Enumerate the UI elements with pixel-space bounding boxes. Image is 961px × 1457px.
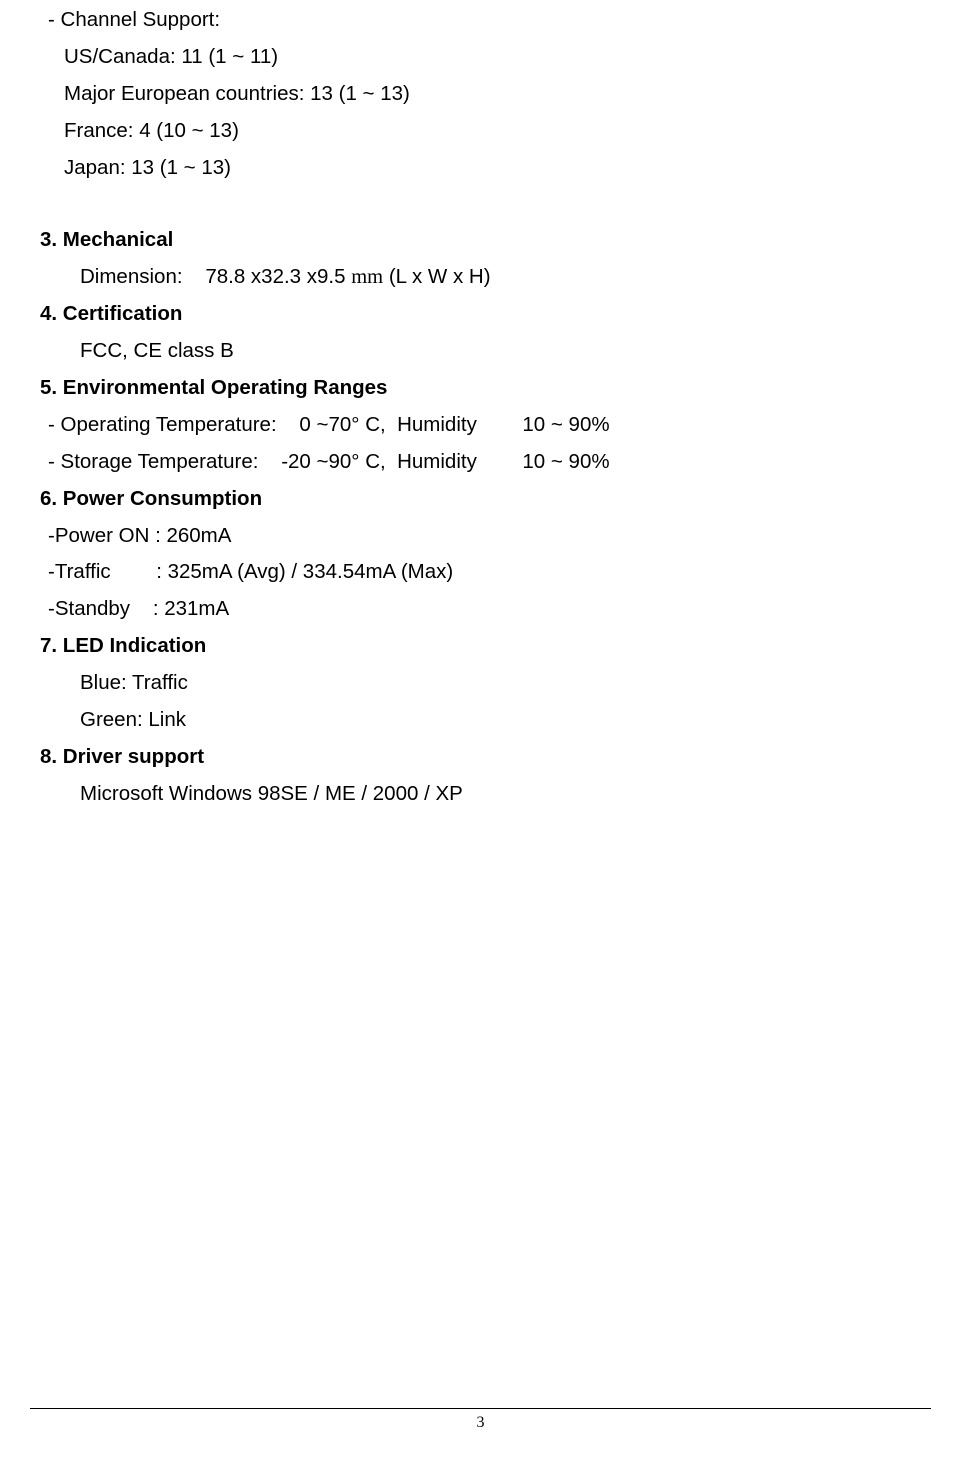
channel-japan: Japan: 13 (1 ~ 13): [40, 150, 921, 187]
led-blue: Blue: Traffic: [40, 665, 921, 702]
channel-europe: Major European countries: 13 (1 ~ 13): [40, 76, 921, 113]
driver-value: Microsoft Windows 98SE / ME / 2000 / XP: [40, 776, 921, 813]
certification-value: FCC, CE class B: [40, 333, 921, 370]
power-traffic: -Traffic : 325mA (Avg) / 334.54mA (Max): [40, 554, 921, 591]
led-green: Green: Link: [40, 702, 921, 739]
mechanical-dimension: Dimension: 78.8 x32.3 x9.5 mm (L x W x H…: [40, 259, 921, 296]
dimension-suffix: (L x W x H): [383, 265, 490, 288]
footer: 3: [0, 1408, 961, 1432]
channel-us-canada: US/Canada: 11 (1 ~ 11): [40, 39, 921, 76]
dimension-unit: mm: [351, 266, 383, 288]
document-content: - Channel Support: US/Canada: 11 (1 ~ 11…: [40, 0, 921, 813]
power-standby: -Standby : 231mA: [40, 591, 921, 628]
power-on: -Power ON : 260mA: [40, 518, 921, 555]
led-heading: 7. LED Indication: [40, 628, 921, 665]
environmental-operating: - Operating Temperature: 0 ~70° C, Humid…: [40, 407, 921, 444]
page-number: 3: [0, 1414, 961, 1432]
channel-france: France: 4 (10 ~ 13): [40, 113, 921, 150]
power-heading: 6. Power Consumption: [40, 481, 921, 518]
certification-heading: 4. Certification: [40, 296, 921, 333]
spacer: [40, 186, 921, 222]
mechanical-heading: 3. Mechanical: [40, 222, 921, 259]
footer-divider: [30, 1408, 931, 1409]
environmental-heading: 5. Environmental Operating Ranges: [40, 370, 921, 407]
channel-support-label: - Channel Support:: [40, 2, 921, 39]
environmental-storage: - Storage Temperature: -20 ~90° C, Humid…: [40, 444, 921, 481]
dimension-label: Dimension: 78.8 x32.3 x9.5: [80, 265, 351, 288]
driver-heading: 8. Driver support: [40, 739, 921, 776]
